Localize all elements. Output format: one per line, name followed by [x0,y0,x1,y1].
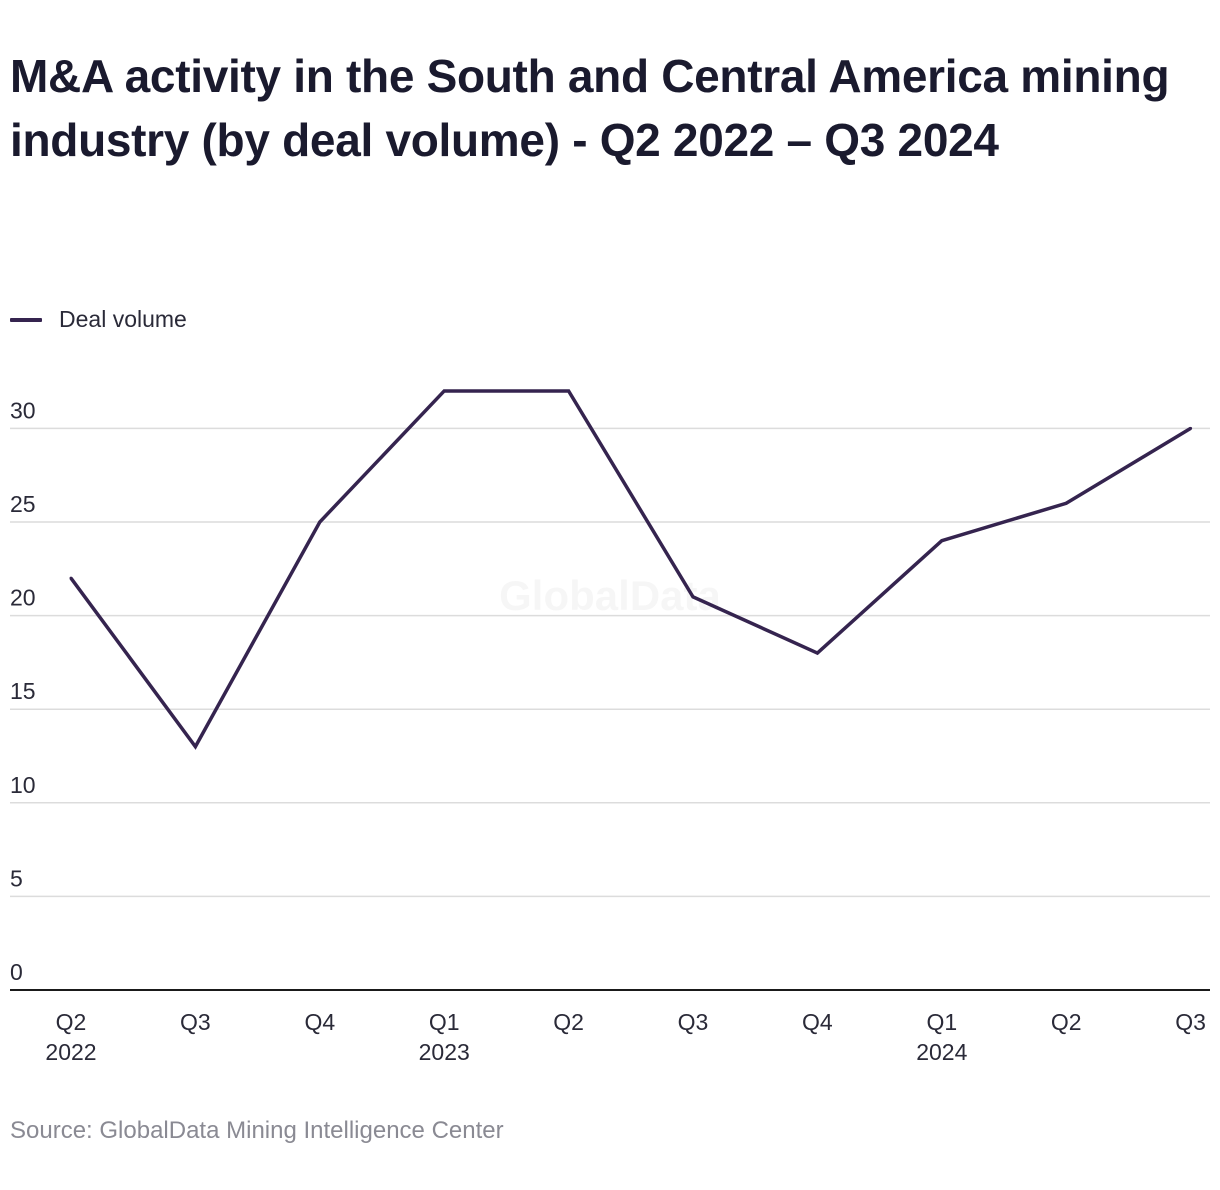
data-point [318,520,322,524]
data-point [567,389,571,393]
data-point [691,595,695,599]
y-axis-tick-labels: 0 5 10 15 20 25 30 [10,397,36,985]
y-tick-label: 15 [10,678,36,704]
x-tick-label: Q4 [802,1009,833,1035]
x-tick-year-label: 2024 [916,1039,967,1065]
y-tick-label: 0 [10,959,23,985]
legend-label-deal-volume: Deal volume [59,306,187,332]
y-tick-label: 10 [10,772,36,798]
x-tick-label: Q2 [56,1009,87,1035]
x-tick-label: Q3 [180,1009,211,1035]
x-axis-tick-labels: Q2 2022 Q3 Q4 Q1 2023 Q2 Q3 Q4 Q1 2024 Q2 Q3 [45,1009,1206,1065]
watermark: GlobalData [499,572,721,619]
series-deal-volume [69,389,1193,750]
y-tick-label: 30 [10,397,36,423]
x-tick-label: Q4 [304,1009,335,1035]
x-tick-year-label: 2023 [419,1039,470,1065]
grid-lines [10,427,1210,898]
x-tick-label: Q3 [1175,1009,1206,1035]
data-point [69,576,73,580]
data-point [815,651,819,655]
legend-swatch-deal-volume [10,317,42,322]
data-point [940,539,944,543]
series-line-deal-volume [69,389,1192,750]
legend: Deal volume [10,306,187,333]
x-tick-label: Q2 [553,1009,584,1035]
y-tick-label: 25 [10,491,36,517]
x-tick-label: Q1 [926,1009,957,1035]
data-point [442,389,446,393]
data-point [1064,501,1068,505]
data-point [193,745,197,749]
x-tick-label: Q1 [429,1009,460,1035]
x-tick-label: Q3 [678,1009,709,1035]
source-note: Source: GlobalData Mining Intelligence C… [10,1117,504,1144]
x-tick-label: Q2 [1051,1009,1082,1035]
x-tick-year-label: 2022 [45,1039,96,1065]
y-tick-label: 5 [10,865,23,891]
chart-title: M&A activity in the South and Central Am… [10,50,1170,166]
data-point [1189,426,1193,430]
y-tick-label: 20 [10,585,36,611]
